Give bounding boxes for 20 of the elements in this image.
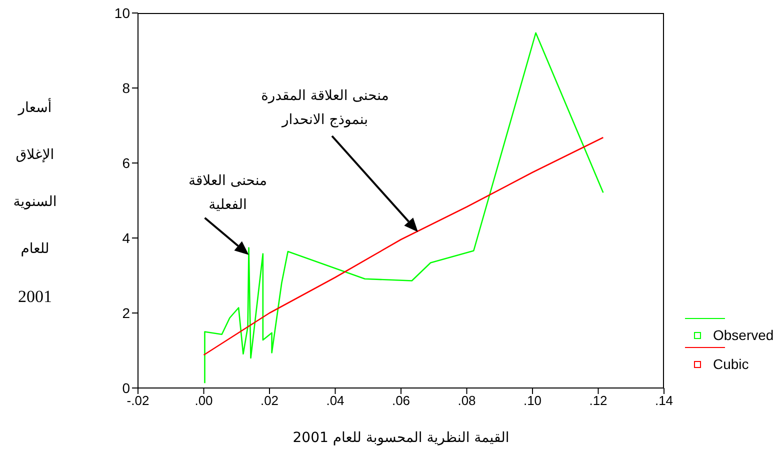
legend-label: Observed bbox=[713, 327, 774, 343]
x-tick-label: .06 bbox=[392, 393, 410, 408]
x-tick-label: .10 bbox=[523, 393, 542, 408]
y-tick-label: 0 bbox=[122, 380, 130, 396]
x-tick-label: .04 bbox=[326, 393, 344, 408]
legend-label: Cubic bbox=[713, 356, 749, 372]
annotation: منحنى العلاقة الفعلية bbox=[188, 172, 268, 213]
x-tick-label: .00 bbox=[194, 393, 213, 408]
y-tick-label: 2 bbox=[122, 304, 130, 321]
y-tick-label: 10 bbox=[114, 4, 130, 21]
annotation: منحنى العلاقة المقدرة بنموذج الانحدار bbox=[261, 88, 389, 128]
y-tick-label: 4 bbox=[122, 230, 130, 246]
x-tick-label: .14 bbox=[654, 393, 674, 408]
y-tick-label: 6 bbox=[122, 154, 130, 171]
x-tick-label: -.02 bbox=[126, 393, 150, 408]
x-tick-label: .12 bbox=[589, 393, 608, 408]
y-tick-label: 8 bbox=[122, 80, 130, 96]
x-tick-label: .08 bbox=[458, 393, 476, 408]
x-tick-label: .02 bbox=[260, 393, 279, 408]
x-axis-title: القيمة النظرية المحسوبة للعام 2001 bbox=[292, 430, 510, 446]
